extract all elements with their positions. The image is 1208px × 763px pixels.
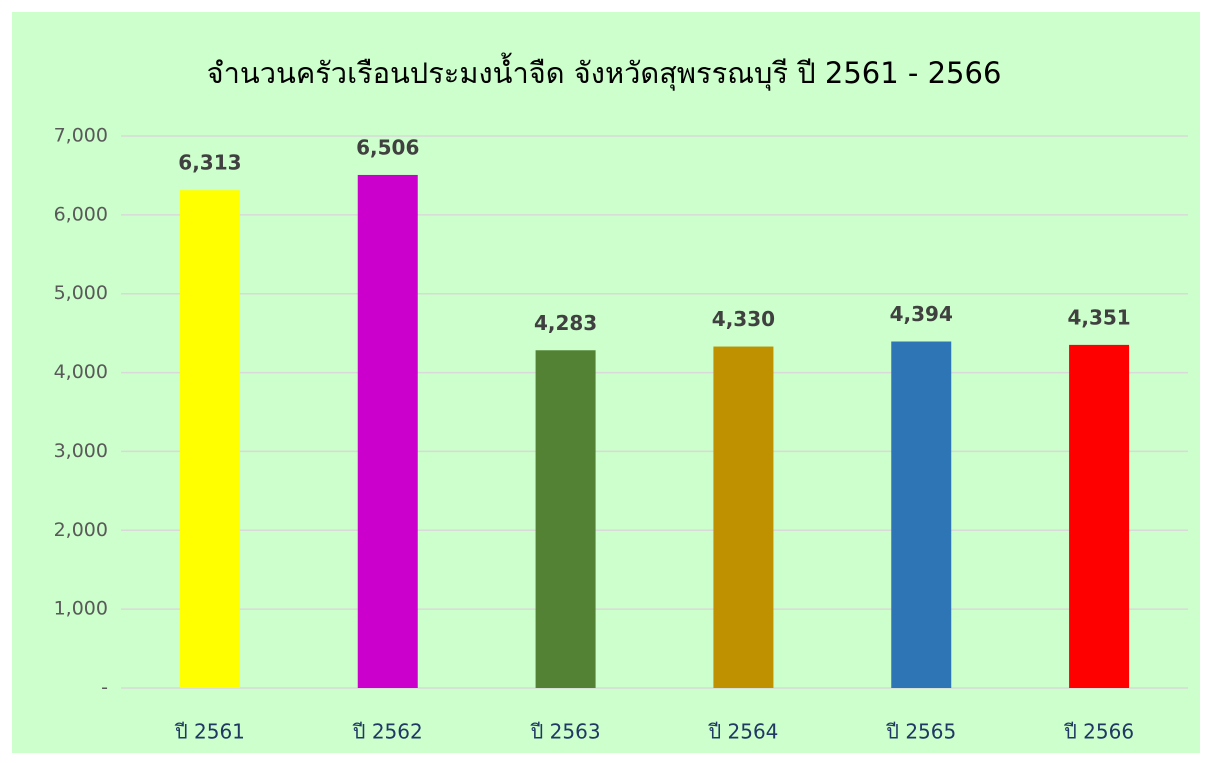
y-tick-label: 7,000	[54, 125, 108, 147]
x-tick-label: ปี 2565	[886, 720, 956, 744]
data-label: 4,330	[712, 307, 775, 331]
y-tick-label: 3,000	[54, 440, 108, 462]
y-tick-label: 6,000	[54, 203, 108, 225]
data-label: 6,313	[178, 151, 241, 175]
bar	[713, 346, 774, 688]
x-tick-label: ปี 2564	[708, 720, 778, 744]
x-tick-label: ปี 2561	[175, 720, 245, 744]
data-label: 6,506	[356, 135, 419, 159]
data-label: 4,283	[534, 311, 597, 335]
bar	[179, 190, 240, 688]
chart-title: จำนวนครัวเรือนประมงน้ำจืด จังหวัดสุพรรณบ…	[207, 52, 1002, 91]
y-tick-label: 2,000	[54, 519, 108, 541]
y-tick-label: -	[101, 677, 108, 699]
data-label: 4,394	[890, 302, 953, 326]
y-tick-label: 5,000	[54, 282, 108, 304]
bar	[891, 341, 952, 688]
data-label: 4,351	[1067, 305, 1130, 329]
bar	[535, 350, 596, 688]
bar	[357, 174, 418, 688]
y-tick-label: 1,000	[54, 598, 108, 620]
x-tick-label: ปี 2566	[1064, 720, 1134, 744]
x-tick-label: ปี 2563	[530, 720, 600, 744]
x-tick-label: ปี 2562	[353, 720, 423, 744]
bar	[1069, 344, 1130, 688]
y-tick-label: 4,000	[54, 361, 108, 383]
